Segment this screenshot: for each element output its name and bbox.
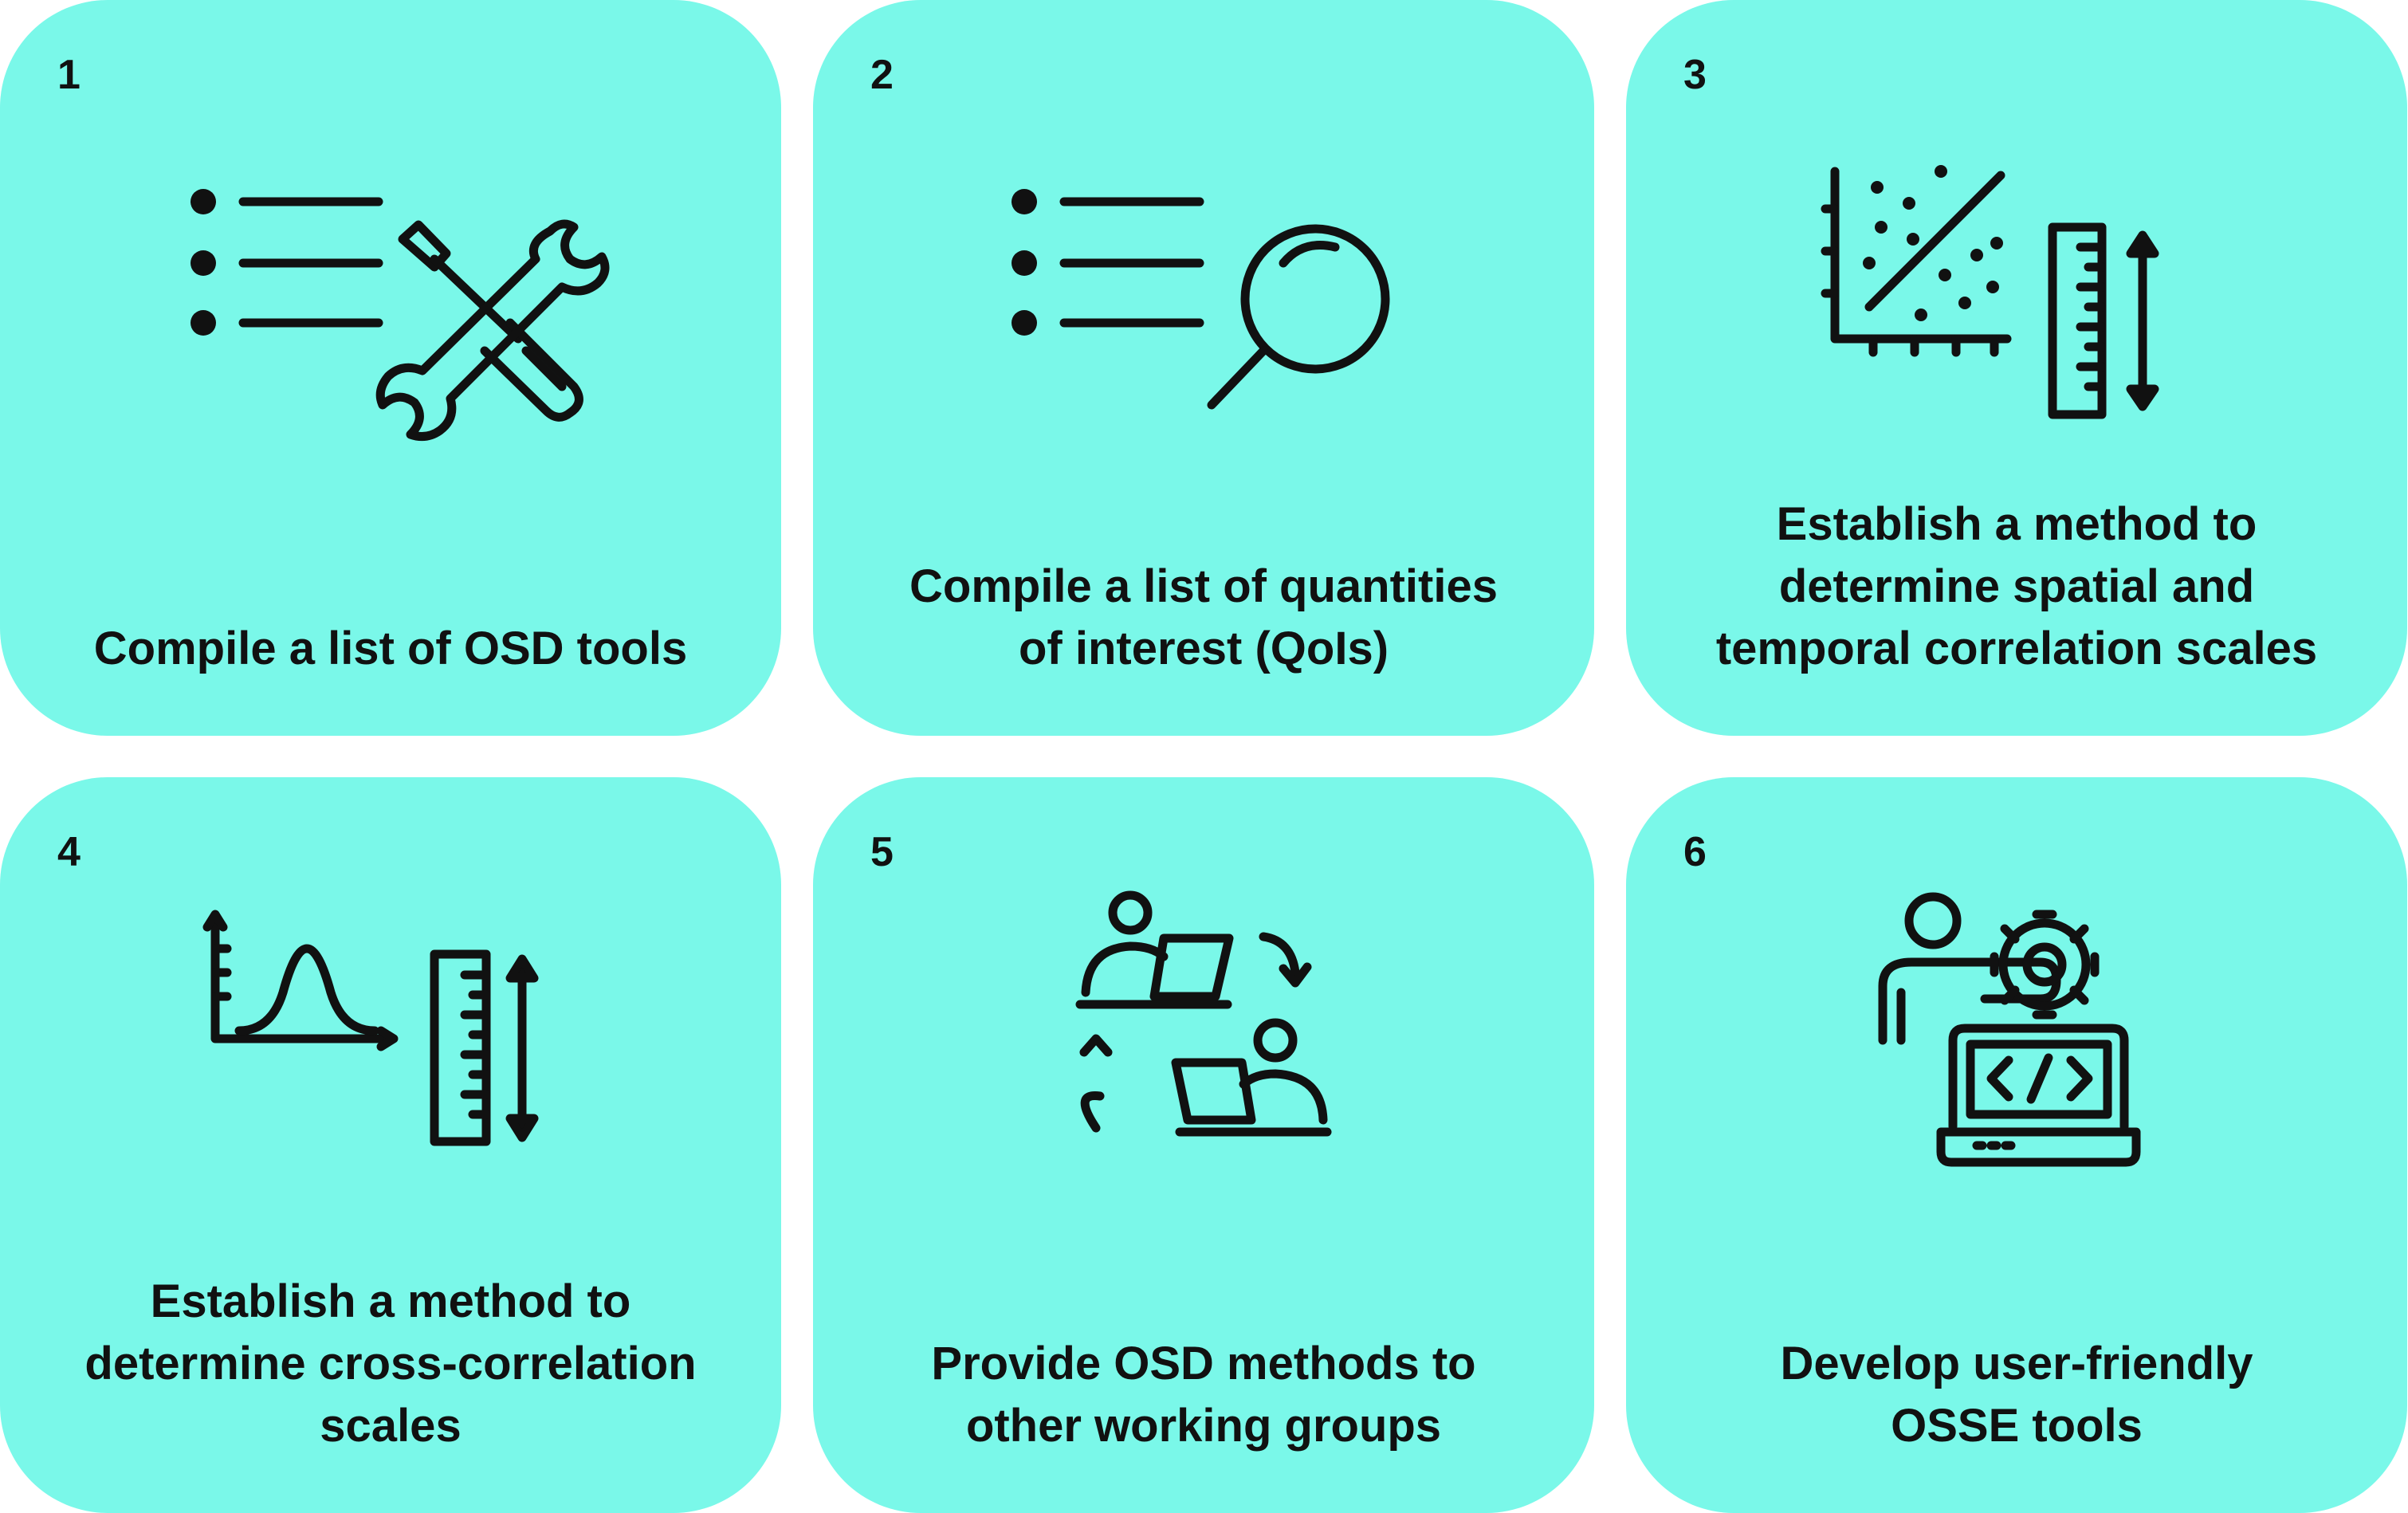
step-card-2: 2 Compile a list of quantities of intere… bbox=[813, 0, 1594, 736]
step-title: Develop user-friendly OSSE tools bbox=[1780, 1338, 2253, 1452]
step-title: Compile a list of quantities of interest… bbox=[909, 560, 1498, 674]
people-exchange-icon bbox=[1075, 890, 1332, 1137]
step-title: Compile a list of OSD tools bbox=[93, 623, 688, 674]
step-title: Provide OSD methods to other working gro… bbox=[931, 1338, 1476, 1452]
step-number: 3 bbox=[1683, 52, 1707, 98]
step-title: Establish a method to determine spatial … bbox=[1715, 498, 2318, 674]
step-number: 5 bbox=[870, 829, 894, 875]
step-card-3: 3 bbox=[1626, 0, 2407, 736]
step-card-6: 6 Develop user-friendly OSSE tools bbox=[1626, 777, 2407, 1513]
step-number: 2 bbox=[870, 52, 894, 98]
step-number: 1 bbox=[57, 52, 81, 98]
step-card-5: 5 Provide OSD methods to other working g… bbox=[813, 777, 1594, 1513]
list-search-icon bbox=[1012, 189, 1390, 410]
step-number: 6 bbox=[1683, 829, 1707, 875]
step-card-4: 4 Establish a method to d bbox=[0, 777, 781, 1513]
step-title: Establish a method to determine cross-co… bbox=[84, 1275, 697, 1452]
step-card-1: 1 Compile a list of OSD tools bbox=[0, 0, 781, 736]
distribution-ruler-icon bbox=[202, 910, 539, 1146]
scatter-ruler-icon bbox=[1821, 165, 2159, 419]
developer-laptop-icon bbox=[1878, 892, 2141, 1167]
list-tools-icon bbox=[191, 189, 610, 442]
step-number: 4 bbox=[57, 829, 81, 875]
